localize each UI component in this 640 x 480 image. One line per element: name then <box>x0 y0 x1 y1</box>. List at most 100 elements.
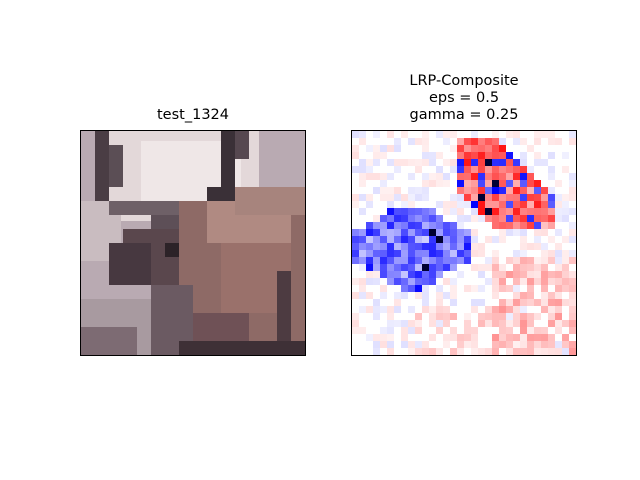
heatmap-cell <box>359 327 366 334</box>
heatmap-cell <box>387 341 394 348</box>
heatmap-cell <box>485 173 492 180</box>
heatmap-cell <box>429 208 436 215</box>
heatmap-cell <box>499 152 506 159</box>
heatmap-cell <box>380 229 387 236</box>
heatmap-cell <box>408 285 415 292</box>
heatmap-cell <box>394 138 401 145</box>
heatmap-cell <box>548 299 555 306</box>
heatmap-cell <box>457 145 464 152</box>
heatmap-cell <box>485 264 492 271</box>
heatmap-cell <box>380 222 387 229</box>
heatmap-cell <box>373 334 380 341</box>
heatmap-cell <box>492 159 499 166</box>
heatmap-cell <box>506 187 513 194</box>
heatmap-cell <box>457 334 464 341</box>
heatmap-cell <box>499 236 506 243</box>
heatmap-cell <box>415 236 422 243</box>
heatmap-cell <box>513 306 520 313</box>
heatmap-cell <box>373 159 380 166</box>
heatmap-cell <box>513 173 520 180</box>
heatmap-cell <box>506 334 513 341</box>
heatmap-cell <box>443 334 450 341</box>
heatmap-cell <box>513 159 520 166</box>
heatmap-cell <box>492 173 499 180</box>
heatmap-cell <box>394 257 401 264</box>
heatmap-cell <box>520 327 527 334</box>
heatmap-cell <box>499 285 506 292</box>
heatmap-cell <box>415 271 422 278</box>
heatmap-cell <box>401 194 408 201</box>
heatmap-cell <box>492 236 499 243</box>
heatmap-cell <box>492 264 499 271</box>
heatmap-cell <box>471 152 478 159</box>
heatmap-cell <box>499 201 506 208</box>
heatmap-cell <box>520 173 527 180</box>
heatmap-cell <box>429 278 436 285</box>
heatmap-cell <box>373 341 380 348</box>
heatmap-cell <box>366 166 373 173</box>
heatmap-cell <box>387 194 394 201</box>
heatmap-cell <box>380 250 387 257</box>
heatmap-cell <box>471 194 478 201</box>
heatmap-cell <box>534 180 541 187</box>
heatmap-cell <box>492 180 499 187</box>
heatmap-cell <box>499 159 506 166</box>
heatmap-cell <box>478 313 485 320</box>
heatmap-cell <box>478 145 485 152</box>
heatmap-cell <box>520 257 527 264</box>
heatmap-cell <box>513 264 520 271</box>
heatmap-cell <box>534 341 541 348</box>
heatmap-cell <box>415 166 422 173</box>
heatmap-cell <box>569 180 576 187</box>
heatmap-cell <box>555 264 562 271</box>
heatmap-cell <box>373 264 380 271</box>
heatmap-cell <box>527 271 534 278</box>
heatmap-cell <box>492 208 499 215</box>
heatmap-cell <box>548 131 555 138</box>
heatmap-cell <box>506 222 513 229</box>
heatmap-cell <box>527 201 534 208</box>
heatmap-cell <box>429 264 436 271</box>
heatmap-cell <box>534 152 541 159</box>
heatmap-cell <box>548 138 555 145</box>
title-line-gamma: gamma = 0.25 <box>409 107 519 123</box>
heatmap-cell <box>373 215 380 222</box>
heatmap-cell <box>436 271 443 278</box>
heatmap-cell <box>520 278 527 285</box>
heatmap-cell <box>506 229 513 236</box>
heatmap-cell <box>520 187 527 194</box>
heatmap-cell <box>436 236 443 243</box>
heatmap-cell <box>485 180 492 187</box>
heatmap-cell <box>527 173 534 180</box>
heatmap-cell <box>534 278 541 285</box>
heatmap-cell <box>527 320 534 327</box>
heatmap-cell <box>492 152 499 159</box>
heatmap-cell <box>352 292 359 299</box>
heatmap-cell <box>534 215 541 222</box>
heatmap-cell <box>569 194 576 201</box>
heatmap-cell <box>373 243 380 250</box>
heatmap-cell <box>436 313 443 320</box>
heatmap-cell <box>555 208 562 215</box>
heatmap-cell <box>394 243 401 250</box>
heatmap-cell <box>394 145 401 152</box>
heatmap-cell <box>401 341 408 348</box>
heatmap-cell <box>429 313 436 320</box>
heatmap-cell <box>562 341 569 348</box>
heatmap-cell <box>569 187 576 194</box>
heatmap-cell <box>527 327 534 334</box>
heatmap-cell <box>464 243 471 250</box>
heatmap-cell <box>513 180 520 187</box>
heatmap-cell <box>471 229 478 236</box>
heatmap-cell <box>408 159 415 166</box>
heatmap-cell <box>499 334 506 341</box>
heatmap-cell <box>464 236 471 243</box>
heatmap-cell <box>555 215 562 222</box>
heatmap-cell <box>387 257 394 264</box>
heatmap-cell <box>520 320 527 327</box>
heatmap-cell <box>436 306 443 313</box>
heatmap-cell <box>366 236 373 243</box>
heatmap-cell <box>450 299 457 306</box>
heatmap-cell <box>380 236 387 243</box>
heatmap-cell <box>422 229 429 236</box>
